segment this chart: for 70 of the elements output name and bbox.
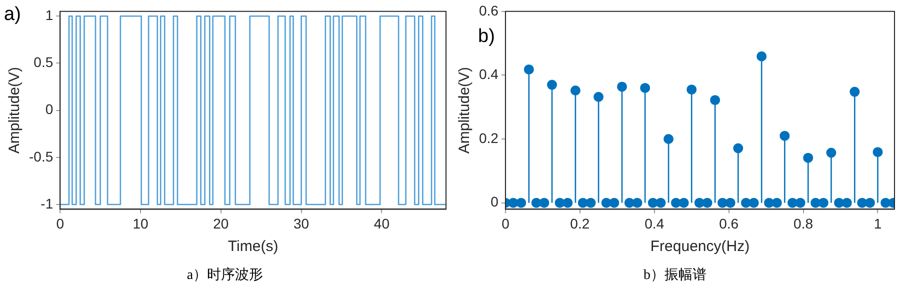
x-tick-label: 10: [132, 215, 149, 232]
y-tick-label: 1: [45, 6, 54, 23]
x-tick-label: 1: [874, 215, 882, 232]
point: [733, 143, 744, 154]
point: [539, 198, 550, 208]
point: [546, 80, 557, 90]
point: [524, 64, 534, 74]
y-axis-title: Amplitude(V): [456, 66, 474, 154]
point: [678, 198, 689, 208]
point: [748, 198, 759, 208]
point: [632, 198, 642, 208]
y-tick-label: 0.6: [478, 2, 499, 18]
point: [787, 198, 798, 208]
x-tick-label: 40: [374, 215, 390, 232]
point: [702, 198, 712, 208]
y-tick-label: 0.5: [34, 54, 54, 70]
y-tick-label: 0.4: [478, 66, 499, 82]
y-axis-title: Amplitude(V): [6, 66, 24, 154]
point: [609, 198, 620, 208]
point: [686, 84, 697, 95]
point: [756, 51, 767, 62]
x-tick-label: 0.2: [570, 215, 590, 232]
point: [872, 147, 883, 158]
chart-title: a): [4, 4, 21, 26]
point: [857, 198, 868, 208]
x-tick-label: 0.4: [644, 215, 664, 232]
x-tick-label: 0: [502, 215, 510, 232]
point: [864, 198, 875, 208]
point: [880, 198, 891, 208]
point: [826, 148, 836, 158]
y-tick-label: 0: [490, 194, 499, 210]
point: [780, 130, 790, 141]
point: [795, 198, 806, 208]
point: [640, 82, 650, 93]
point: [624, 198, 634, 208]
x-tick-label: 0: [56, 215, 64, 232]
y-tick-label: -0.5: [29, 148, 54, 164]
y-tick-label: 0.2: [478, 130, 499, 146]
point: [764, 198, 774, 208]
point: [834, 198, 844, 208]
point: [616, 82, 627, 92]
point: [562, 198, 573, 208]
y-tick-label: 0: [45, 101, 54, 118]
x-axis-title: Frequency(Hz): [650, 238, 750, 256]
point: [772, 198, 782, 208]
text: b): [478, 26, 495, 48]
text: a）时序波形: [186, 266, 264, 284]
point: [850, 86, 860, 97]
point: [718, 198, 728, 208]
point: [725, 198, 736, 208]
point: [810, 198, 821, 208]
point: [586, 198, 596, 208]
point: [664, 134, 674, 144]
x-tick-label: 20: [213, 215, 229, 232]
text: b）振幅谱: [642, 266, 708, 284]
point: [740, 198, 751, 208]
point: [656, 198, 666, 208]
point: [594, 92, 604, 102]
point: [570, 86, 580, 96]
x-tick-label: 0.8: [794, 215, 814, 232]
x-tick-label: 0.6: [719, 215, 739, 232]
point: [842, 198, 852, 208]
point: [710, 95, 720, 106]
x-axis-title: Time(s): [228, 238, 278, 256]
point: [516, 198, 526, 208]
point: [818, 198, 828, 208]
y-tick-label: -1: [40, 195, 54, 212]
x-tick-label: 30: [294, 215, 310, 232]
point: [670, 198, 681, 208]
point: [803, 152, 814, 163]
